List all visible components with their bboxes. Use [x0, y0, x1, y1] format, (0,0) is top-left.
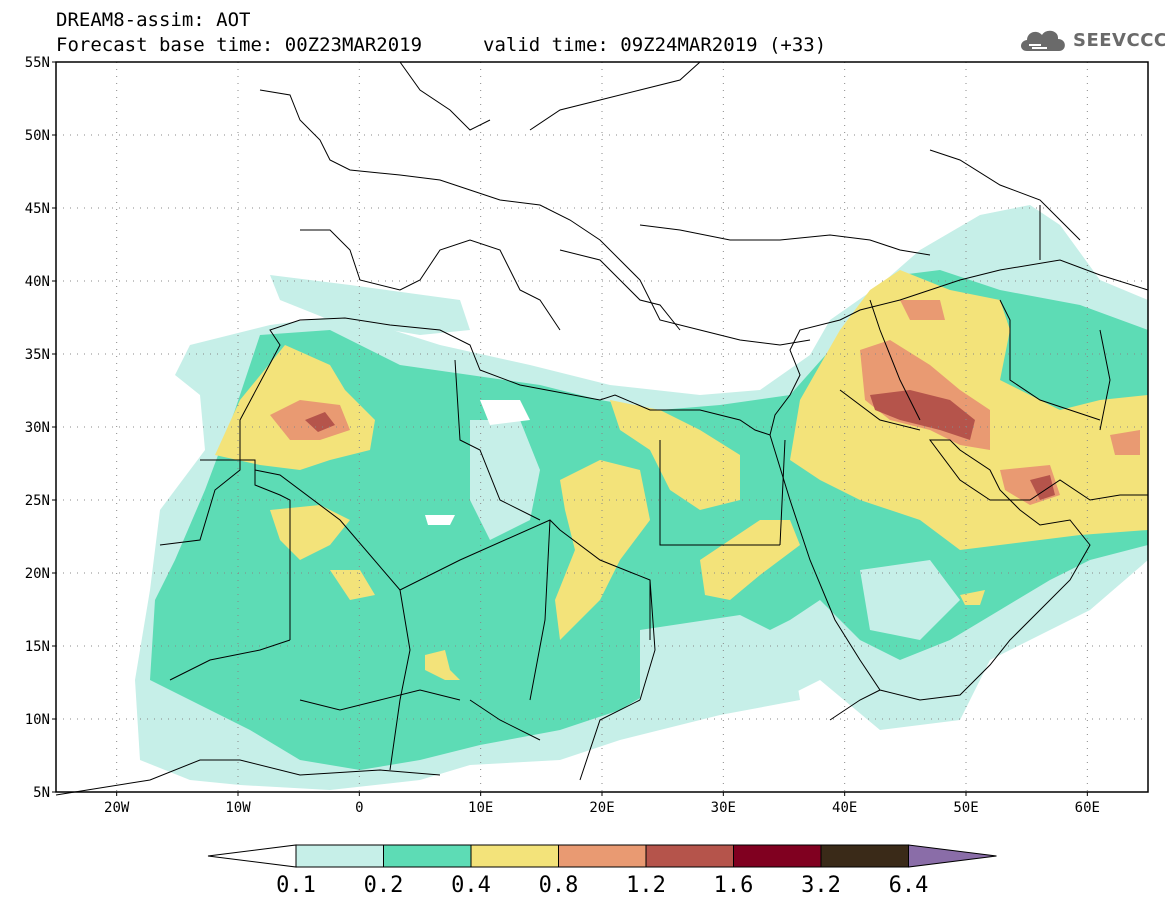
- lon-label: 10W: [225, 800, 251, 816]
- lat-label: 40N: [25, 274, 50, 290]
- lon-label: 30E: [711, 800, 736, 816]
- cloud-icon: [1021, 30, 1065, 51]
- lat-label: 55N: [25, 55, 50, 71]
- lon-label: 0: [355, 800, 363, 816]
- logo-text: SEEVCCC: [1073, 29, 1165, 51]
- colorbar-swatch: [383, 844, 472, 868]
- lat-label: 30N: [25, 420, 50, 436]
- aot-contour-below-0.1: [425, 515, 455, 525]
- lon-label: 60E: [1075, 800, 1100, 816]
- longitude-axis: 20W 10W 0 10E 20E 30E 40E 50E 60E: [104, 792, 1100, 816]
- country-borders: [169, 205, 1111, 781]
- colorbar-label: 0.8: [539, 873, 579, 898]
- lat-label: 50N: [25, 128, 50, 144]
- colorbar-swatch: [470, 844, 559, 868]
- aot-contour-0.8: [900, 300, 945, 320]
- colorbar-swatch: [558, 844, 647, 868]
- lon-label: 50E: [953, 800, 978, 816]
- aot-contour-0.4: [555, 460, 650, 640]
- lat-label: 15N: [25, 639, 50, 655]
- coastlines: [55, 61, 1149, 796]
- colorbar-swatch: [820, 844, 909, 868]
- aot-contour-0.1: [640, 615, 800, 715]
- latitude-axis: 55N 50N 45N 40N 35N 30N 25N 20N 15N 10N 5N: [25, 55, 56, 801]
- colorbar: 0.1 0.2 0.4 0.8 1.2 1.6 3.2 6.4: [207, 844, 997, 898]
- colorbar-label: 1.2: [626, 873, 666, 898]
- aot-contour-0.8: [1110, 430, 1140, 455]
- lat-label: 25N: [25, 493, 50, 509]
- colorbar-swatch: [733, 844, 822, 868]
- aot-contour-0.1: [270, 275, 470, 335]
- lon-label: 20W: [104, 800, 130, 816]
- aot-contour-1.2: [870, 390, 975, 440]
- seevccc-logo: SEEVCCC: [1017, 22, 1165, 58]
- lat-label: 10N: [25, 712, 50, 728]
- colorbar-swatch: [295, 844, 384, 868]
- lat-label: 35N: [25, 347, 50, 363]
- valid-time: valid time: 09Z24MAR2019 (+33): [483, 34, 827, 56]
- lat-label: 45N: [25, 201, 50, 217]
- colorbar-swatch: [645, 844, 734, 868]
- lon-label: 40E: [832, 800, 857, 816]
- lat-label: 5N: [33, 785, 50, 801]
- aot-contour-0.4: [700, 520, 800, 600]
- map-title: DREAM8-assim: AOT: [56, 9, 251, 31]
- aot-contour-0.4: [330, 570, 375, 600]
- aot-contour-below-0.1: [480, 400, 530, 425]
- lat-label: 20N: [25, 566, 50, 582]
- lon-label: 20E: [589, 800, 614, 816]
- aot-contour-0.1: [470, 420, 540, 540]
- aot-contour-1.2: [1030, 475, 1055, 500]
- colorbar-label: 0.1: [276, 873, 316, 898]
- colorbar-label: 6.4: [889, 873, 929, 898]
- colorbar-over-arrow: [908, 844, 997, 868]
- aot-contour-1.2: [305, 412, 335, 432]
- aot-contour-0.1: [860, 560, 960, 640]
- aot-field: [135, 205, 1148, 790]
- colorbar-under-arrow: [207, 844, 297, 868]
- colorbar-label: 0.4: [451, 873, 491, 898]
- aot-contour-0.4: [610, 400, 740, 510]
- colorbar-label: 1.6: [714, 873, 754, 898]
- forecast-base-time: Forecast base time: 00Z23MAR2019: [56, 34, 423, 56]
- colorbar-label: 3.2: [801, 873, 841, 898]
- colorbar-label: 0.2: [364, 873, 404, 898]
- lon-label: 10E: [468, 800, 493, 816]
- aot-contour-0.4: [425, 650, 460, 680]
